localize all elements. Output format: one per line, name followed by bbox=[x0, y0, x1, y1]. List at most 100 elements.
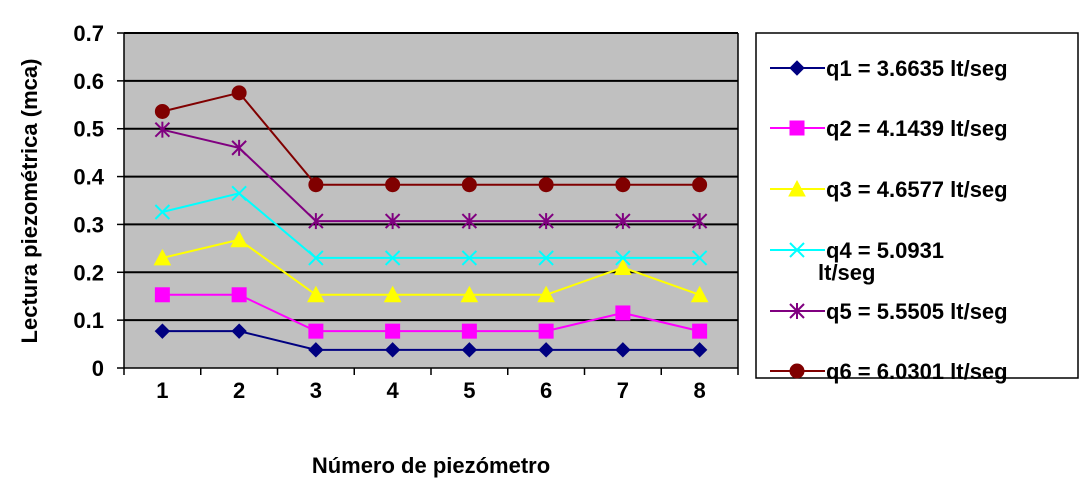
marker-stroke bbox=[154, 204, 171, 220]
marker-stroke bbox=[231, 185, 247, 202]
data-point bbox=[385, 323, 401, 339]
series-5 bbox=[154, 121, 708, 230]
data-point bbox=[383, 285, 402, 303]
marker-shape bbox=[789, 363, 805, 379]
y-tick-labels: 0 0.1 0.2 0.3 0.4 0.5 0.6 0.7 bbox=[73, 21, 104, 381]
marker-shape bbox=[789, 120, 805, 136]
series-group bbox=[153, 85, 709, 358]
data-point bbox=[154, 287, 170, 303]
marker-stroke bbox=[538, 250, 554, 266]
data-point bbox=[154, 103, 170, 119]
y-tick-label: 0.2 bbox=[73, 260, 104, 285]
marker-stroke bbox=[461, 250, 478, 266]
series-line bbox=[162, 330, 700, 351]
x-tick-label: 5 bbox=[463, 378, 475, 403]
marker-shape bbox=[692, 323, 708, 339]
data-point bbox=[538, 177, 554, 193]
marker-shape bbox=[385, 177, 401, 193]
data-point bbox=[538, 342, 554, 358]
data-point bbox=[308, 342, 324, 358]
data-point bbox=[615, 177, 631, 193]
axes bbox=[117, 32, 739, 375]
marker-shape bbox=[461, 342, 478, 358]
x-tick-label: 7 bbox=[617, 378, 629, 403]
data-point bbox=[308, 250, 324, 266]
data-point bbox=[154, 323, 171, 339]
marker-shape bbox=[691, 342, 708, 358]
series-2 bbox=[154, 287, 708, 339]
marker-shape bbox=[385, 323, 401, 339]
legend-entry-6: q6 = 6.0301 lt/seg bbox=[770, 359, 1008, 384]
data-point bbox=[615, 305, 631, 321]
series-3 bbox=[153, 230, 709, 303]
legend-label: q1 = 3.6635 lt/seg bbox=[826, 56, 1008, 81]
x-axis-title: Número de piezómetro bbox=[312, 453, 550, 478]
data-point bbox=[308, 177, 324, 193]
series-line bbox=[162, 91, 700, 186]
data-point bbox=[231, 185, 247, 202]
y-tick-label: 0.3 bbox=[73, 212, 104, 237]
data-point bbox=[154, 121, 171, 138]
data-point bbox=[615, 213, 631, 230]
x-tick-label: 2 bbox=[233, 378, 245, 403]
data-point bbox=[230, 230, 248, 248]
marker-shape bbox=[383, 285, 402, 303]
marker-stroke bbox=[384, 250, 401, 266]
marker-shape bbox=[460, 285, 479, 303]
legend-entry-1: q1 = 3.6635 lt/seg bbox=[770, 56, 1008, 81]
marker-stroke bbox=[789, 242, 805, 258]
x-tick-label: 8 bbox=[694, 378, 706, 403]
data-point bbox=[307, 285, 325, 303]
y-tick-label: 0.5 bbox=[73, 117, 104, 142]
marker-shape bbox=[308, 323, 324, 339]
marker-shape bbox=[538, 342, 554, 358]
data-point bbox=[153, 248, 172, 266]
legend-label-line: lt/seg bbox=[818, 260, 875, 285]
data-point bbox=[308, 323, 324, 339]
series-4 bbox=[154, 185, 708, 266]
marker-shape bbox=[154, 323, 171, 339]
marker-shape bbox=[230, 230, 248, 248]
data-point bbox=[538, 213, 554, 230]
data-point bbox=[538, 250, 554, 266]
legend-label: q4 = 5.0931 lt/seg bbox=[818, 238, 944, 285]
legend-marker bbox=[788, 179, 806, 197]
x-tick-label: 6 bbox=[540, 378, 552, 403]
data-point bbox=[231, 287, 247, 303]
data-point bbox=[691, 342, 708, 358]
data-point bbox=[538, 323, 554, 339]
series-6 bbox=[154, 85, 708, 193]
marker-shape bbox=[614, 258, 632, 275]
marker-shape bbox=[692, 177, 708, 193]
marker-shape bbox=[461, 323, 477, 339]
data-point bbox=[614, 258, 632, 275]
data-point bbox=[537, 285, 555, 303]
legend-marker bbox=[789, 242, 805, 258]
marker-shape bbox=[615, 177, 631, 193]
y-tick-label: 0.4 bbox=[73, 165, 104, 190]
series-line bbox=[162, 192, 700, 259]
legend-box bbox=[755, 32, 1079, 379]
x-tick-label: 1 bbox=[156, 378, 168, 403]
legend-entry-5: q5 = 5.5505 lt/seg bbox=[770, 299, 1008, 324]
legend-entry-2: q2 = 4.1439 lt/seg bbox=[770, 116, 1008, 141]
data-point bbox=[385, 177, 401, 193]
data-point bbox=[461, 323, 477, 339]
marker-stroke bbox=[615, 250, 631, 266]
legend-entry-4: q4 = 5.0931 lt/seg bbox=[770, 238, 944, 285]
marker-shape bbox=[788, 179, 806, 197]
marker-shape bbox=[789, 60, 805, 76]
marker-shape bbox=[231, 287, 247, 303]
x-tick-label: 4 bbox=[387, 378, 400, 403]
y-tick-label: 0.6 bbox=[73, 69, 104, 94]
data-point bbox=[460, 285, 479, 303]
legend-label: q2 = 4.1439 lt/seg bbox=[826, 116, 1008, 141]
plot-area bbox=[124, 33, 738, 368]
data-point bbox=[231, 139, 247, 156]
data-point bbox=[615, 342, 631, 358]
legend: q1 = 3.6635 lt/seg q2 = 4.1439 lt/seg q3 =… bbox=[770, 56, 1008, 384]
legend-marker bbox=[789, 303, 805, 319]
data-point bbox=[231, 85, 247, 101]
marker-shape bbox=[538, 177, 554, 193]
y-tick-label: 0.7 bbox=[73, 21, 104, 46]
